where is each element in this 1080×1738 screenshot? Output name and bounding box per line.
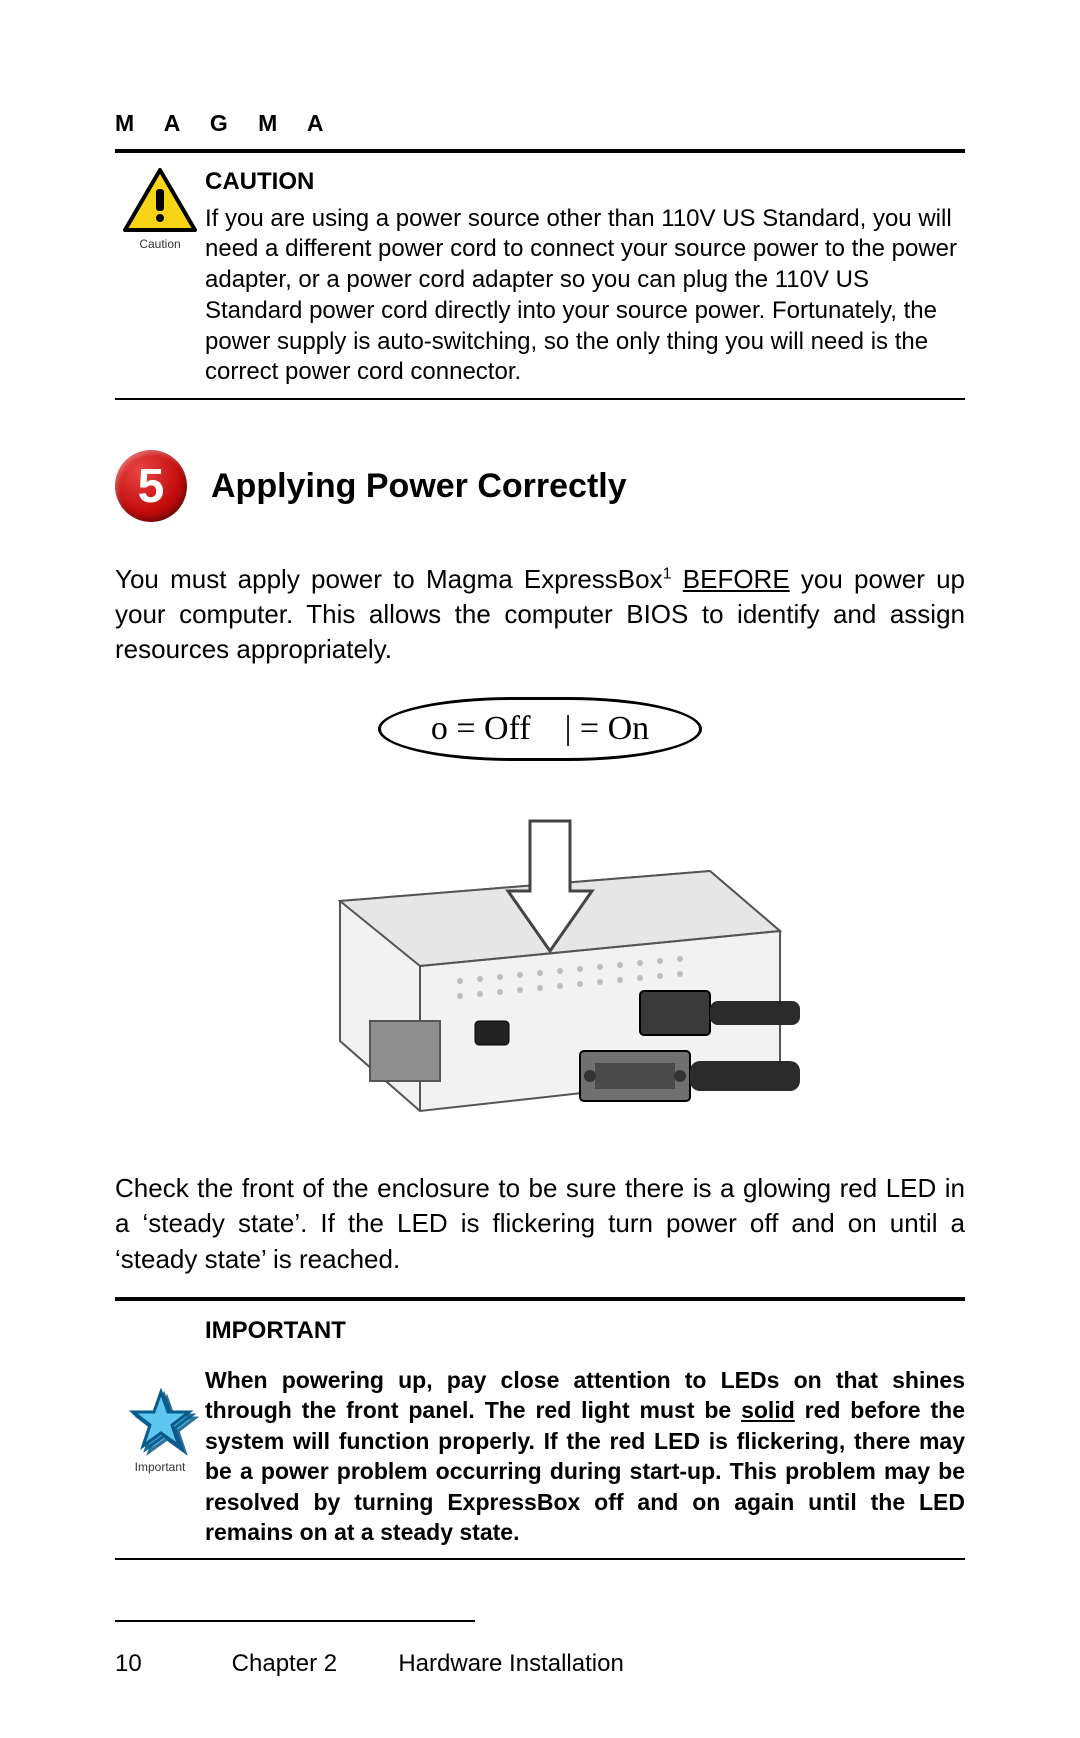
important-title: IMPORTANT [205,1315,965,1347]
section-header: 5 Applying Power Correctly [115,450,965,522]
important-body: IMPORTANT When powering up, pay close at… [205,1315,965,1548]
rule-important-bottom [115,1558,965,1560]
p1b [672,564,683,594]
page-number: 10 [115,1650,225,1678]
p1-before: BEFORE [683,564,790,594]
page-footer: 10 Chapter 2 Hardware Installation [115,1650,965,1678]
p1a: You must apply power to Magma ExpressBox [115,564,663,594]
device-illustration [280,791,800,1131]
p1-sup: 1 [663,565,672,582]
section-title: Applying Power Correctly [211,467,627,506]
caution-icon-label: Caution [139,237,180,251]
power-figure: o = Off | = On [115,697,965,1131]
caution-body: CAUTION If you are using a power source … [205,167,965,388]
important-block: Important IMPORTANT When powering up, pa… [115,1301,965,1558]
caution-icon: Caution [115,167,205,251]
caution-text: If you are using a power source other th… [205,205,957,386]
important-icon-label: Important [135,1460,186,1474]
footnote-rule [115,1620,475,1622]
caution-title: CAUTION [205,167,965,198]
step-badge: 5 [115,450,187,522]
paragraph-1: You must apply power to Magma ExpressBox… [115,562,965,667]
paragraph-2: Check the front of the enclosure to be s… [115,1171,965,1276]
important-icon: Important [115,1388,205,1474]
brand-header: M A G M A [115,110,965,137]
switch-legend: o = Off | = On [378,697,702,761]
chapter-title: Hardware Installation [398,1650,623,1677]
chapter-label: Chapter 2 [232,1650,392,1678]
rule-caution-bottom [115,398,965,400]
imp-solid: solid [741,1397,795,1423]
caution-block: Caution CAUTION If you are using a power… [115,153,965,398]
